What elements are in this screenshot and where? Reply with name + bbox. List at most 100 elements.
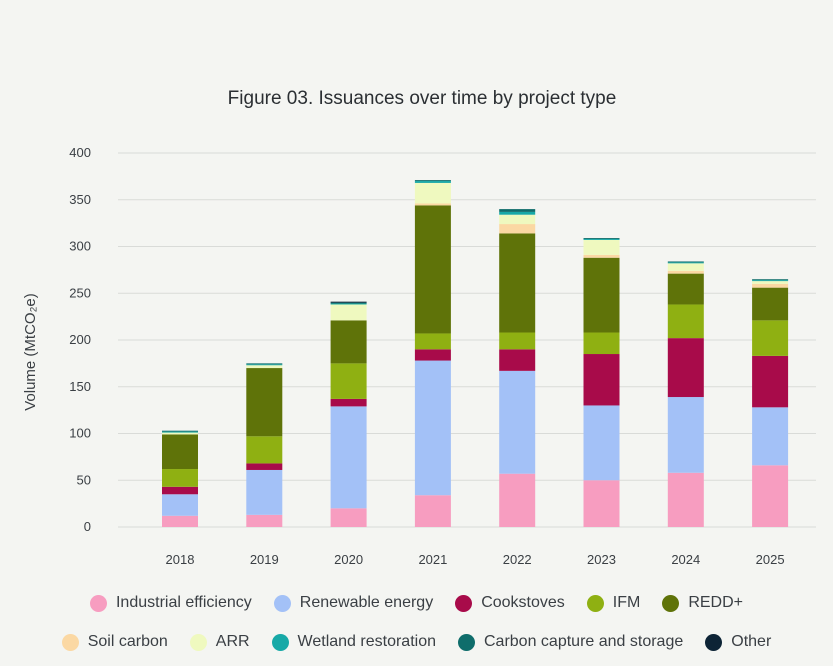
gridlines xyxy=(118,152,816,528)
bar-segment xyxy=(583,257,620,333)
bar-segment xyxy=(162,430,198,432)
bar-segment xyxy=(667,338,704,398)
bar-segment xyxy=(162,432,198,435)
legend-item: Cookstoves xyxy=(455,594,565,612)
legend-label: REDD+ xyxy=(688,594,744,611)
bar-segment xyxy=(499,349,536,371)
bar-segment xyxy=(414,180,451,182)
x-tick-label: 2020 xyxy=(334,552,363,567)
bar-segment xyxy=(752,355,789,408)
legend-item: Carbon capture and storage xyxy=(458,633,683,651)
legend-item: REDD+ xyxy=(662,594,743,612)
bar-segment xyxy=(414,205,451,334)
bar-segment xyxy=(414,495,451,527)
y-tick-label: 100 xyxy=(69,426,91,441)
bar-segment xyxy=(583,238,620,240)
bar-segment xyxy=(583,332,620,355)
y-tick-label: 0 xyxy=(84,519,91,534)
x-axis-ticks: 2018 2019 2020 2021 2022 2023 2024 2025 xyxy=(166,552,785,567)
bar-segment xyxy=(667,273,704,305)
bar-segment xyxy=(246,365,283,369)
y-tick-label: 300 xyxy=(69,239,91,254)
legend-item: IFM xyxy=(586,594,640,612)
bar-segment xyxy=(499,214,536,225)
bar-segment xyxy=(499,233,536,333)
legend-label: Cookstoves xyxy=(481,594,565,611)
bar-segment xyxy=(162,431,198,433)
legend-label: Carbon capture and storage xyxy=(484,633,684,650)
x-tick-label: 2023 xyxy=(587,552,616,567)
bar-segment xyxy=(583,239,620,240)
bar-segment xyxy=(667,397,704,473)
x-tick-label: 2018 xyxy=(166,552,195,567)
bar-segment xyxy=(499,211,536,215)
legend-swatch xyxy=(662,594,680,612)
y-tick-label: 200 xyxy=(69,332,91,347)
legend-row-1: Industrial efficiency Renewable energy Coo… xyxy=(0,594,833,612)
bar-segment xyxy=(667,472,704,527)
bars xyxy=(162,180,789,527)
legend-item: Soil carbon xyxy=(61,633,168,651)
legend-swatch xyxy=(189,633,207,651)
bar-segment xyxy=(499,224,536,234)
bar-segment xyxy=(667,270,704,274)
legend-label: Soil carbon xyxy=(87,633,168,650)
bar-segment xyxy=(752,320,789,356)
chart-title: Figure 03. Issuances over time by projec… xyxy=(228,88,617,109)
bar-segment xyxy=(246,364,283,366)
y-tick-label: 250 xyxy=(69,285,91,300)
bar-segment xyxy=(583,354,620,406)
bar-segment xyxy=(667,261,704,263)
bar-segment xyxy=(330,301,367,303)
legend-swatch xyxy=(273,594,291,612)
legend-item: Industrial efficiency xyxy=(89,594,252,612)
legend-swatch xyxy=(455,594,473,612)
bar-segment xyxy=(499,473,536,527)
bar-segment xyxy=(414,360,451,496)
bar-segment xyxy=(499,209,536,212)
legend-label: Wetland restoration xyxy=(297,633,436,650)
y-axis-label: Volume (MtCO₂e) xyxy=(22,293,39,411)
x-tick-label: 2022 xyxy=(503,552,532,567)
legend-item: Wetland restoration xyxy=(271,633,436,651)
y-tick-label: 50 xyxy=(77,472,91,487)
x-tick-label: 2025 xyxy=(756,552,785,567)
bar-segment xyxy=(330,406,367,509)
bar-segment xyxy=(246,363,283,365)
bar-segment xyxy=(414,349,451,361)
bar-segment xyxy=(162,515,198,527)
x-tick-label: 2024 xyxy=(671,552,700,567)
legend-swatch xyxy=(705,633,723,651)
legend-row-2: Soil carbon ARR Wetland restoration Carbon … xyxy=(0,633,833,651)
bar-segment xyxy=(752,465,789,527)
bar-segment xyxy=(414,182,451,204)
y-tick-label: 150 xyxy=(69,379,91,394)
y-axis-ticks: 0 50 100 150 200 250 300 350 400 xyxy=(69,145,91,534)
bar-segment xyxy=(583,254,620,258)
legend-label: ARR xyxy=(215,633,250,650)
legend-swatch xyxy=(89,594,107,612)
bar-segment xyxy=(330,363,367,399)
legend-label: Other xyxy=(731,633,772,650)
bar-segment xyxy=(330,508,367,527)
y-tick-label: 400 xyxy=(69,145,91,160)
bar-segment xyxy=(499,370,536,474)
bar-segment xyxy=(414,203,451,206)
legend-swatch xyxy=(458,633,475,651)
bar-segment xyxy=(330,304,367,321)
y-tick-label: 350 xyxy=(69,192,91,207)
bar-segment xyxy=(246,514,283,527)
bar-segment xyxy=(752,407,789,466)
bar-segment xyxy=(162,434,198,470)
bar-segment xyxy=(414,181,451,183)
bar-segment xyxy=(667,304,704,339)
bar-segment xyxy=(752,287,789,321)
bar-segment xyxy=(246,469,283,515)
legend-item: ARR xyxy=(189,633,250,651)
legend-swatch xyxy=(61,633,79,651)
legend-label: Renewable energy xyxy=(299,594,434,611)
bar-segment xyxy=(330,302,367,304)
bar-segment xyxy=(752,283,789,288)
